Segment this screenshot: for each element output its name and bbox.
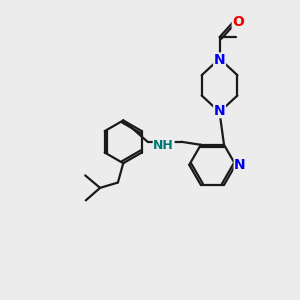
Text: N: N — [234, 158, 246, 172]
Text: N: N — [214, 53, 225, 67]
Text: NH: NH — [153, 139, 174, 152]
Text: N: N — [214, 103, 225, 118]
Text: O: O — [232, 15, 244, 29]
